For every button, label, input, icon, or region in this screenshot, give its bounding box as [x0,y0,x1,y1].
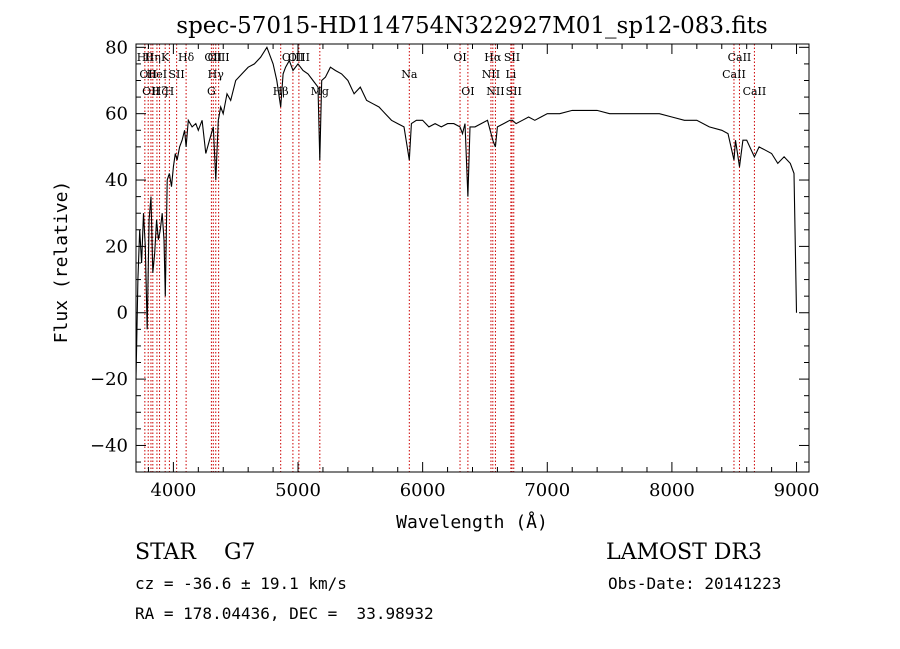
line-label: OIII [208,51,230,64]
x-tick-label: 4000 [150,480,196,501]
survey-name: LAMOST DR3 [606,540,762,565]
x-tick-label: 8000 [649,480,695,501]
plot-frame [135,43,810,473]
object-class: STAR G7 [135,540,256,565]
line-label: OI [453,51,466,64]
line-label: NII [486,85,504,98]
line-label: OIII [282,51,304,64]
line-label: Li [505,68,516,81]
line-label: Hζ [152,85,168,98]
observation-date: Obs-Date: 20141223 [608,574,782,593]
redshift-velocity: cz = -36.6 ± 19.1 km/s [135,574,347,593]
line-label: CaII [743,85,767,98]
x-tick-label: 7000 [524,480,570,501]
line-label: Hθ [137,51,154,64]
line-label: OI [461,85,474,98]
x-axis-label: Wavelength (Å) [396,511,548,533]
y-tick-label: 40 [105,170,128,191]
line-label: Mg [311,85,329,98]
y-tick-label: 80 [105,37,128,58]
line-label: Hδ [178,51,195,64]
line-label: HeI [147,68,167,81]
line-label: CaII [728,51,752,64]
line-label: OII [139,68,157,81]
line-label: CaII [722,68,746,81]
line-label: Hβ [273,85,289,98]
line-label: Na [401,68,418,81]
y-axis-ticks: −40 −20 0 20 40 60 80 [90,37,809,463]
spectrum-line [135,46,798,380]
spectral-line-markers [144,44,755,472]
line-label: OIII [288,51,310,64]
x-tick-label: 6000 [400,480,446,501]
spectral-line-labels: HθOIIOIIHηHeIHζKHSIIHδGOIIHγOIIIHβOIIIOI… [137,51,767,98]
line-label: K [161,51,170,64]
x-tick-label: 5000 [275,480,321,501]
line-label: NII [482,68,500,81]
x-axis-ticks: 4000 5000 6000 7000 8000 9000 [147,44,820,501]
coordinates: RA = 178.04436, DEC = 33.98932 [135,604,434,623]
x-tick-label: 9000 [774,480,820,501]
y-tick-label: 60 [105,104,128,125]
chart-title: spec-57015-HD114754N322927M01_sp12-083.f… [176,13,767,39]
line-label: SII [504,51,520,64]
line-label: SII [169,68,185,81]
y-tick-label: −40 [90,435,128,456]
line-label: Hα [484,51,502,64]
y-tick-label: 0 [117,303,128,324]
line-label: H [165,85,175,98]
y-tick-label: 20 [105,236,128,257]
y-axis-label: Flux (relative) [51,181,72,344]
line-label: Hγ [208,68,225,81]
line-label: OII [204,51,222,64]
line-label: Hη [145,51,161,64]
line-label: G [207,85,216,98]
y-tick-label: −20 [90,369,128,390]
line-label: OII [142,85,160,98]
line-label: SII [506,85,522,98]
